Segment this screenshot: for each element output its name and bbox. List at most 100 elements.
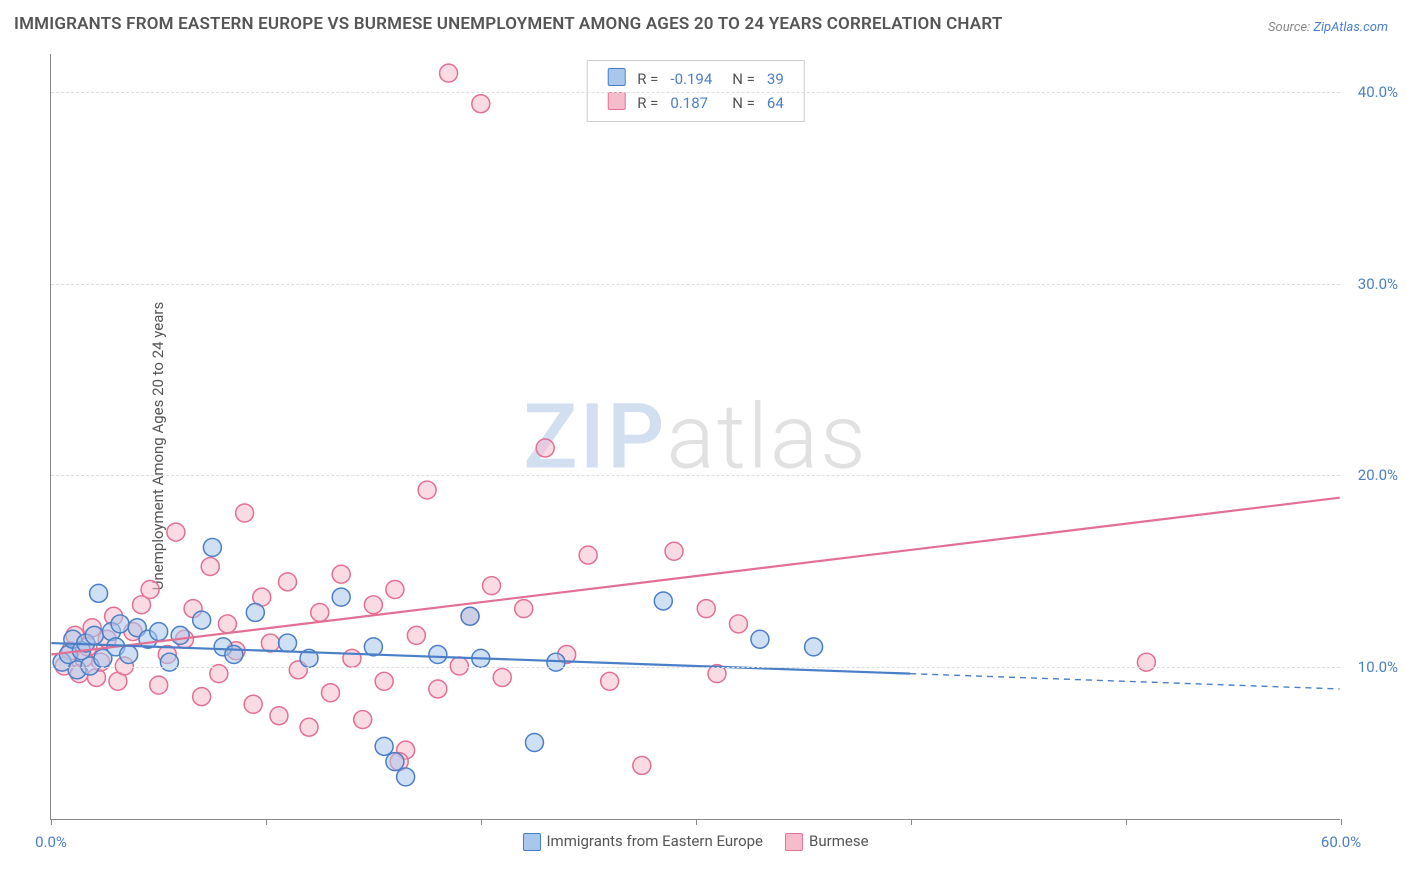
scatter-point-pink — [697, 600, 715, 618]
scatter-point-blue — [193, 611, 211, 629]
scatter-point-blue — [525, 734, 543, 752]
scatter-point-pink — [279, 573, 297, 591]
correlation-row-blue: R =-0.194N =39 — [601, 67, 790, 91]
scatter-point-blue — [751, 630, 769, 648]
legend-label-pink: Burmese — [809, 832, 869, 850]
scatter-point-blue — [386, 753, 404, 771]
scatter-point-pink — [493, 668, 511, 686]
scatter-point-blue — [150, 623, 168, 641]
series-legend: Immigrants from Eastern Europe Burmese — [522, 832, 868, 851]
scatter-point-pink — [332, 565, 350, 583]
scatter-point-pink — [729, 615, 747, 633]
scatter-point-pink — [1137, 653, 1155, 671]
source-label: Source: — [1268, 20, 1310, 35]
scatter-point-blue — [805, 638, 823, 656]
scatter-point-blue — [90, 584, 108, 602]
n-value: 39 — [761, 67, 790, 91]
x-tick — [481, 819, 482, 825]
scatter-point-pink — [311, 603, 329, 621]
x-tick — [266, 819, 267, 825]
x-tick — [1341, 819, 1342, 825]
scatter-point-pink — [201, 558, 219, 576]
scatter-point-blue — [375, 737, 393, 755]
scatter-point-pink — [218, 615, 236, 633]
legend-item-pink: Burmese — [785, 832, 869, 851]
x-tick-label: 60.0% — [1321, 833, 1361, 851]
legend-label-blue: Immigrants from Eastern Europe — [546, 832, 763, 850]
scatter-point-pink — [601, 672, 619, 690]
n-label: N = — [718, 91, 761, 115]
gridline — [51, 284, 1340, 285]
scatter-point-blue — [111, 615, 129, 633]
r-label: R = — [631, 67, 664, 91]
legend-item-blue: Immigrants from Eastern Europe — [522, 832, 763, 851]
r-label: R = — [631, 91, 664, 115]
scatter-point-blue — [120, 646, 138, 664]
legend-swatch-pink — [607, 92, 625, 110]
scatter-point-pink — [665, 542, 683, 560]
gridline — [51, 667, 1340, 668]
scatter-point-pink — [418, 481, 436, 499]
y-tick-label: 10.0% — [1358, 658, 1398, 676]
scatter-point-pink — [343, 649, 361, 667]
legend-swatch-blue — [522, 833, 540, 851]
source-value: ZipAtlas.com — [1313, 20, 1388, 35]
gridline — [51, 92, 1340, 93]
r-value: -0.194 — [664, 67, 718, 91]
scatter-point-pink — [515, 600, 533, 618]
n-label: N = — [718, 67, 761, 91]
scatter-point-blue — [171, 626, 189, 644]
scatter-point-blue — [279, 634, 297, 652]
scatter-point-blue — [332, 588, 350, 606]
scatter-point-pink — [321, 684, 339, 702]
scatter-point-pink — [270, 707, 288, 725]
correlation-row-pink: R =0.187N =64 — [601, 91, 790, 115]
scatter-point-pink — [236, 504, 254, 522]
scatter-point-pink — [440, 64, 458, 82]
scatter-point-blue — [397, 768, 415, 786]
scatter-svg — [51, 54, 1340, 819]
scatter-point-pink — [483, 577, 501, 595]
y-tick-label: 30.0% — [1358, 275, 1398, 293]
scatter-point-blue — [364, 638, 382, 656]
chart-title: IMMIGRANTS FROM EASTERN EUROPE VS BURMES… — [14, 14, 1002, 34]
scatter-point-blue — [461, 607, 479, 625]
scatter-point-pink — [536, 439, 554, 457]
scatter-point-blue — [654, 592, 672, 610]
x-tick — [911, 819, 912, 825]
x-tick — [1126, 819, 1127, 825]
x-tick — [696, 819, 697, 825]
source-citation: Source: ZipAtlas.com — [1268, 20, 1388, 35]
scatter-point-pink — [354, 711, 372, 729]
plot-area: ZIPatlas R =-0.194N =39R =0.187N =64 Imm… — [50, 54, 1340, 820]
trendline-blue-dashed — [910, 674, 1339, 689]
chart-container: IMMIGRANTS FROM EASTERN EUROPE VS BURMES… — [0, 0, 1406, 892]
scatter-point-pink — [472, 95, 490, 113]
scatter-point-blue — [203, 538, 221, 556]
scatter-point-pink — [633, 756, 651, 774]
scatter-point-pink — [244, 695, 262, 713]
x-tick — [51, 819, 52, 825]
x-tick-label: 0.0% — [35, 833, 67, 851]
scatter-point-pink — [300, 718, 318, 736]
scatter-point-pink — [386, 581, 404, 599]
scatter-point-pink — [579, 546, 597, 564]
legend-swatch-blue — [607, 68, 625, 86]
gridline — [51, 475, 1340, 476]
correlation-legend: R =-0.194N =39R =0.187N =64 — [586, 60, 805, 122]
y-tick-label: 40.0% — [1358, 83, 1398, 101]
scatter-point-blue — [429, 646, 447, 664]
scatter-point-pink — [364, 596, 382, 614]
r-value: 0.187 — [664, 91, 718, 115]
y-tick-label: 20.0% — [1358, 466, 1398, 484]
scatter-point-pink — [193, 688, 211, 706]
scatter-point-blue — [246, 603, 264, 621]
n-value: 64 — [761, 91, 790, 115]
scatter-point-pink — [407, 626, 425, 644]
scatter-point-blue — [160, 653, 178, 671]
scatter-point-pink — [375, 672, 393, 690]
scatter-point-blue — [85, 626, 103, 644]
legend-swatch-pink — [785, 833, 803, 851]
scatter-point-pink — [150, 676, 168, 694]
scatter-point-pink — [429, 680, 447, 698]
